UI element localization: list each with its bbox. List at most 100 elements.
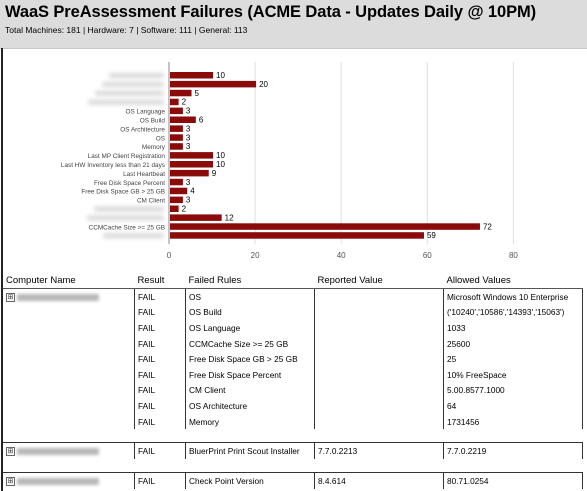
table-row: FAIL OS Language 1033 bbox=[3, 320, 583, 336]
redacted-category-label bbox=[109, 73, 164, 78]
col-result[interactable]: Result bbox=[134, 272, 186, 289]
failed-rule-cell: CCMCache Size >= 25 GB bbox=[185, 335, 315, 352]
computer-name-cell bbox=[3, 398, 135, 414]
bar-value-label: 4 bbox=[190, 187, 195, 196]
bar-value-label: 10 bbox=[216, 71, 225, 80]
reported-value-cell bbox=[314, 320, 444, 336]
allowed-value-cell: ('10240','10586','14393','15063') bbox=[443, 304, 583, 321]
computer-name-cell bbox=[3, 414, 135, 430]
failed-rule-cell: CM Client bbox=[185, 382, 315, 399]
allowed-value-cell: 5.00.8577.1000 bbox=[443, 382, 583, 399]
group-spacer bbox=[3, 429, 583, 443]
failed-rule-cell: OS Language bbox=[185, 320, 315, 336]
bar bbox=[170, 214, 222, 221]
failures-table: Computer Name Result Failed Rules Report… bbox=[3, 272, 583, 489]
table-row: FAIL OS Build ('10240','10586','14393','15… bbox=[3, 304, 583, 321]
failed-rule-cell: Check Point Version bbox=[185, 471, 315, 489]
table-row: FAIL OS Architecture 64 bbox=[3, 398, 583, 414]
col-allowed-values[interactable]: Allowed Values bbox=[443, 272, 583, 289]
redacted-category-label bbox=[87, 215, 164, 221]
bar bbox=[170, 161, 214, 168]
reported-value-cell bbox=[314, 366, 444, 383]
computer-name-cell bbox=[3, 351, 135, 367]
allowed-value-cell: 1731456 bbox=[443, 413, 583, 430]
result-cell: FAIL bbox=[134, 398, 186, 414]
bar-value-label: 2 bbox=[182, 98, 187, 107]
redacted-computer-name bbox=[17, 448, 99, 456]
bar-value-label: 3 bbox=[186, 178, 191, 187]
bar bbox=[170, 107, 183, 115]
computer-name-cell bbox=[3, 320, 135, 336]
col-reported-value[interactable]: Reported Value bbox=[314, 272, 444, 289]
reported-value-cell bbox=[314, 335, 444, 352]
expand-icon[interactable]: ⊞ bbox=[6, 292, 15, 302]
reported-value-cell: 8.4.614 bbox=[314, 471, 444, 489]
bar-value-label: 59 bbox=[427, 231, 436, 240]
bar-value-label: 20 bbox=[259, 80, 268, 89]
bar-value-label: 10 bbox=[216, 151, 225, 160]
expand-icon[interactable]: ⊞ bbox=[6, 476, 15, 486]
reported-value-cell bbox=[314, 351, 444, 367]
col-failed-rules[interactable]: Failed Rules bbox=[185, 272, 315, 289]
allowed-value-cell: 64 bbox=[443, 398, 583, 414]
reported-value-cell bbox=[314, 288, 444, 305]
result-cell: FAIL bbox=[134, 320, 186, 336]
failed-rule-cell: OS bbox=[185, 288, 315, 305]
allowed-value-cell: Microsoft Windows 10 Enterprise bbox=[443, 288, 583, 305]
category-label: CM Client bbox=[137, 198, 165, 205]
redacted-category-label bbox=[102, 81, 164, 87]
expand-icon[interactable]: ⊞ bbox=[6, 447, 15, 457]
computer-name-cell: ⊞ bbox=[3, 289, 135, 305]
result-cell: FAIL bbox=[134, 351, 186, 367]
category-label: Memory bbox=[142, 144, 166, 151]
failed-rule-cell: OS Architecture bbox=[185, 398, 315, 414]
bar bbox=[170, 89, 192, 97]
failed-rule-cell: BluerPrint Print Scout Installer bbox=[185, 442, 315, 459]
category-label: Last HW Inventory less than 21 days bbox=[61, 162, 165, 169]
allowed-value-cell: 80.71.0254 bbox=[443, 471, 583, 489]
failed-rule-cell: OS Build bbox=[185, 304, 315, 321]
computer-name-cell bbox=[3, 336, 135, 352]
x-tick-label: 20 bbox=[251, 251, 260, 260]
bar bbox=[170, 178, 183, 186]
bar bbox=[170, 116, 196, 123]
reported-value-cell bbox=[314, 413, 444, 430]
table-row: FAIL CCMCache Size >= 25 GB 25600 bbox=[3, 335, 583, 352]
result-cell: FAIL bbox=[134, 471, 186, 489]
category-label: OS Language bbox=[126, 109, 166, 116]
table-row: ⊞ FAIL Check Point Version 8.4.614 80.71.025… bbox=[3, 471, 583, 489]
bar bbox=[170, 80, 257, 88]
category-label: Free Disk Space GB > 25 GB bbox=[81, 189, 165, 196]
bar bbox=[170, 98, 179, 106]
bar-value-label: 12 bbox=[225, 213, 234, 222]
bar bbox=[170, 232, 424, 239]
category-label: OS Build bbox=[140, 118, 166, 125]
result-cell: FAIL bbox=[134, 366, 186, 383]
computer-name-cell bbox=[3, 305, 135, 321]
bar-value-label: 3 bbox=[186, 107, 191, 116]
table-header-row: Computer Name Result Failed Rules Report… bbox=[3, 272, 583, 289]
x-tick-label: 40 bbox=[337, 251, 346, 260]
allowed-value-cell: 25 bbox=[443, 351, 583, 367]
bar-value-label: 3 bbox=[186, 133, 191, 142]
computer-name-cell bbox=[3, 383, 135, 399]
result-cell: FAIL bbox=[134, 442, 186, 459]
bar-value-label: 3 bbox=[186, 196, 191, 205]
result-cell: FAIL bbox=[134, 304, 186, 321]
bar-value-label: 2 bbox=[182, 205, 187, 214]
category-label: Last Heartbeat bbox=[123, 171, 165, 178]
bar-value-label: 6 bbox=[199, 116, 204, 125]
bar-value-label: 3 bbox=[186, 124, 191, 133]
category-label: Last MP Client Registration bbox=[88, 153, 166, 160]
bar bbox=[170, 223, 480, 230]
reported-value-cell: 7.7.0.2213 bbox=[314, 442, 444, 459]
bar bbox=[170, 125, 183, 132]
result-cell: FAIL bbox=[134, 288, 186, 305]
reported-value-cell bbox=[314, 398, 444, 414]
redacted-category-label bbox=[95, 90, 164, 96]
bar-value-label: 5 bbox=[195, 89, 200, 98]
computer-name-cell bbox=[3, 367, 135, 383]
col-computer-name[interactable]: Computer Name bbox=[3, 272, 135, 289]
redacted-category-label bbox=[88, 99, 164, 105]
bar-value-label: 72 bbox=[483, 222, 492, 231]
